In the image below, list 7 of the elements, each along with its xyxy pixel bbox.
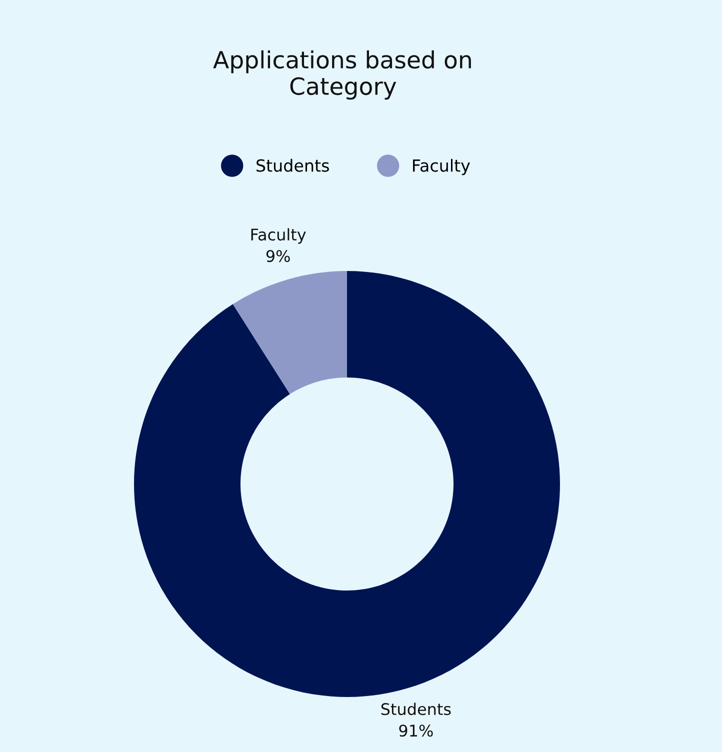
legend-label: Faculty [413,158,470,176]
donut-slice [134,271,560,697]
data-label: Students 91% [381,702,451,737]
donut-slice [232,271,347,394]
legend-label: Students [256,158,329,172]
chart-title: Applications based on Category [213,50,471,100]
data-label: Faculty 9% [251,228,306,262]
